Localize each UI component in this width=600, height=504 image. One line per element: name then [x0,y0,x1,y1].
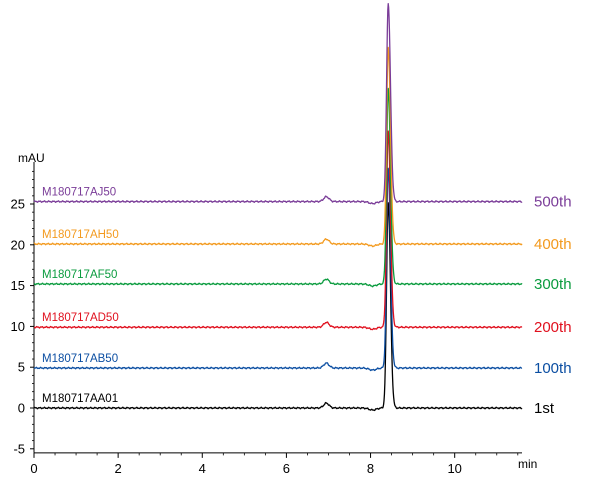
trace-500th [33,3,523,205]
x-tick-label: 4 [199,461,206,476]
y-tick-label: 5 [18,360,25,375]
trace-1st [33,202,523,412]
y-tick-label: 25 [11,197,25,212]
traces [33,3,523,412]
y-tick-label: -5 [13,441,25,456]
trace-400th [33,46,523,248]
y-tick-label: 10 [11,319,25,334]
series-name-label: M180717AJ50 [42,187,116,199]
trace-200th [33,130,523,331]
x-tick-label: 0 [30,461,37,476]
series-name-label: M180717AB50 [42,353,118,365]
series-name-label: M180717AF50 [42,269,117,281]
axes: -5 0 5 10 15 20 25 0 2 4 6 8 10 [11,162,522,476]
run-label: 300th [534,276,572,293]
series-name-label: M180717AA01 [42,393,118,405]
run-label: 100th [534,360,572,377]
run-label: 400th [534,236,572,253]
series-name-label: M180717AD50 [42,312,119,324]
x-tick-label: 2 [115,461,122,476]
x-tick-label: 8 [367,461,374,476]
labels: M180717AA01 1st M180717AB50 100th M180717AD5… [42,187,572,417]
y-tick-label: 20 [11,237,25,252]
run-label: 500th [534,194,572,211]
series-name-label: M180717AH50 [42,229,119,241]
y-tick-label: 15 [11,278,25,293]
trace-300th [33,87,523,288]
run-label: 200th [534,319,572,336]
x-tick-label: 10 [447,461,461,476]
trace-100th [33,167,523,372]
x-axis-unit-label: min [518,457,537,471]
run-label: 1st [534,400,555,417]
x-tick-label: 6 [283,461,290,476]
y-tick-label: 0 [18,401,25,416]
y-axis-unit-label: mAU [18,151,45,165]
